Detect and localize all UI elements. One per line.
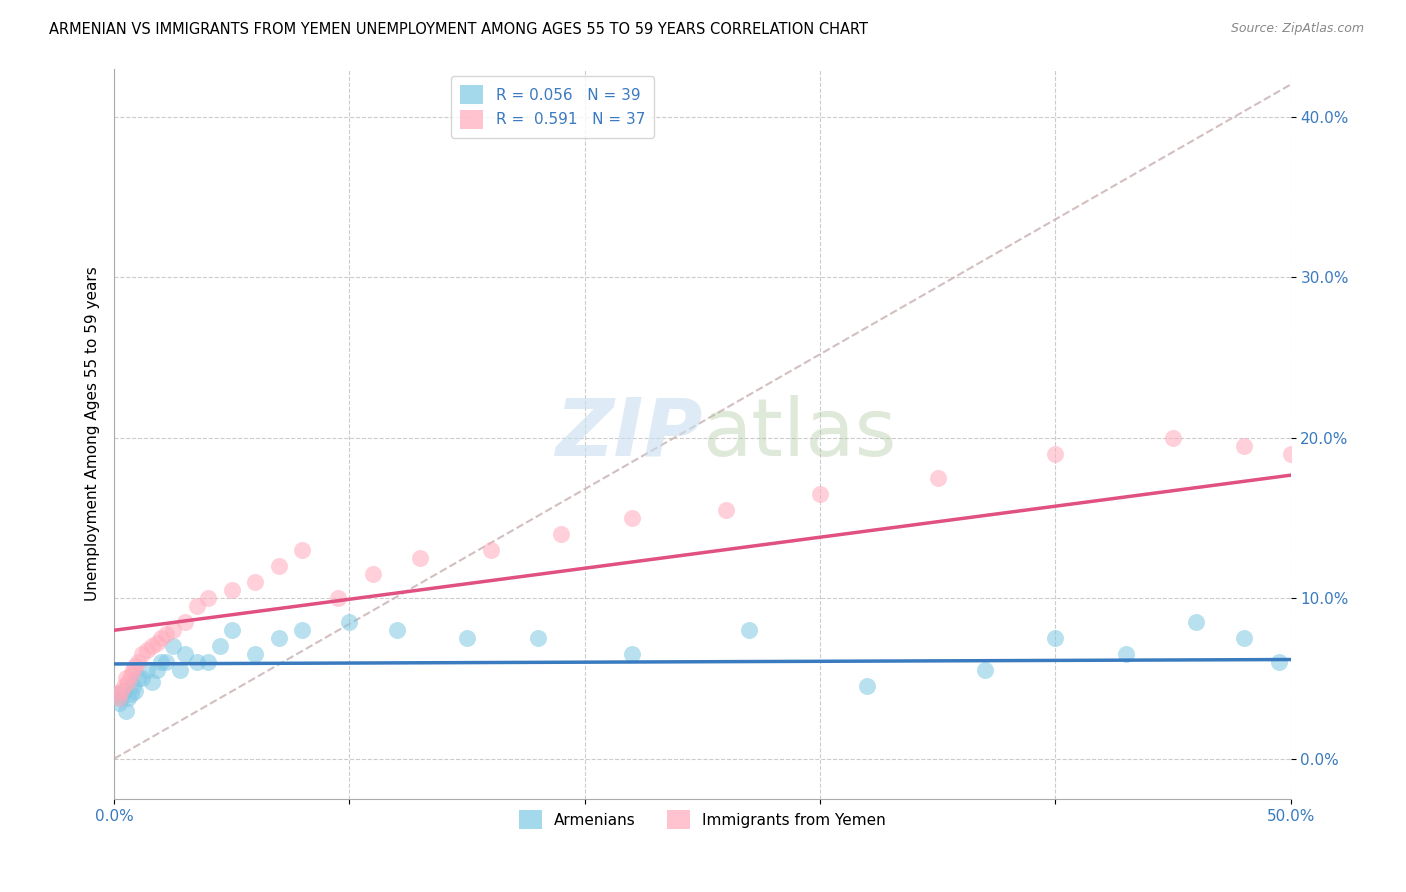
Point [267, 632, 290, 646]
Point [124, 658, 146, 673]
Point [209, 640, 232, 654]
Point [1268, 656, 1291, 670]
Point [326, 591, 349, 606]
Point [150, 632, 173, 646]
Point [115, 672, 138, 686]
Point [124, 684, 146, 698]
Text: atlas: atlas [703, 394, 897, 473]
Point [110, 690, 132, 705]
Point [115, 704, 138, 718]
Point [127, 656, 149, 670]
Point [117, 690, 139, 705]
Point [162, 624, 184, 638]
Text: Source: ZipAtlas.com: Source: ZipAtlas.com [1230, 22, 1364, 36]
Point [361, 567, 384, 582]
Point [856, 680, 879, 694]
Point [973, 664, 995, 678]
Point [526, 632, 548, 646]
Point [550, 527, 572, 541]
Point [221, 583, 243, 598]
Point [714, 503, 737, 517]
Point [105, 688, 128, 702]
Point [1045, 632, 1067, 646]
Point [186, 599, 208, 614]
Point [620, 648, 643, 662]
Text: ARMENIAN VS IMMIGRANTS FROM YEMEN UNEMPLOYMENT AMONG AGES 55 TO 59 YEARS CORRELA: ARMENIAN VS IMMIGRANTS FROM YEMEN UNEMPL… [49, 22, 869, 37]
Text: ZIP: ZIP [555, 394, 703, 473]
Point [1232, 439, 1254, 453]
Point [131, 648, 153, 662]
Point [245, 648, 267, 662]
Point [112, 684, 135, 698]
Point [385, 624, 408, 638]
Point [120, 688, 142, 702]
Point [136, 664, 159, 678]
Point [1161, 431, 1184, 445]
Point [162, 640, 184, 654]
Point [221, 624, 243, 638]
Point [291, 624, 314, 638]
Point [141, 640, 163, 654]
Legend: Armenians, Immigrants from Yemen: Armenians, Immigrants from Yemen [513, 805, 891, 835]
Point [1115, 648, 1137, 662]
Point [150, 656, 173, 670]
Point [122, 664, 145, 678]
Point [267, 559, 290, 574]
Point [122, 680, 145, 694]
Point [155, 656, 177, 670]
Point [409, 551, 432, 566]
Point [456, 632, 478, 646]
Point [112, 680, 135, 694]
Point [1279, 447, 1302, 461]
Point [339, 615, 361, 630]
Point [1232, 632, 1254, 646]
Point [136, 642, 159, 657]
Point [1045, 447, 1067, 461]
Point [108, 696, 131, 710]
Point [141, 674, 163, 689]
Point [291, 543, 314, 558]
Point [110, 684, 132, 698]
Point [169, 664, 191, 678]
Point [186, 656, 208, 670]
Point [155, 626, 177, 640]
Point [173, 648, 195, 662]
Point [173, 615, 195, 630]
Point [105, 688, 128, 702]
Point [738, 624, 761, 638]
Point [620, 511, 643, 525]
Point [108, 690, 131, 705]
Point [131, 672, 153, 686]
Point [808, 487, 831, 501]
Point [1185, 615, 1208, 630]
Point [479, 543, 502, 558]
Y-axis label: Unemployment Among Ages 55 to 59 years: Unemployment Among Ages 55 to 59 years [86, 267, 100, 601]
Point [245, 575, 267, 590]
Point [927, 471, 949, 485]
Point [117, 674, 139, 689]
Point [120, 668, 142, 682]
Point [197, 591, 219, 606]
Point [127, 672, 149, 686]
Point [197, 656, 219, 670]
Point [145, 636, 167, 650]
Point [145, 664, 167, 678]
